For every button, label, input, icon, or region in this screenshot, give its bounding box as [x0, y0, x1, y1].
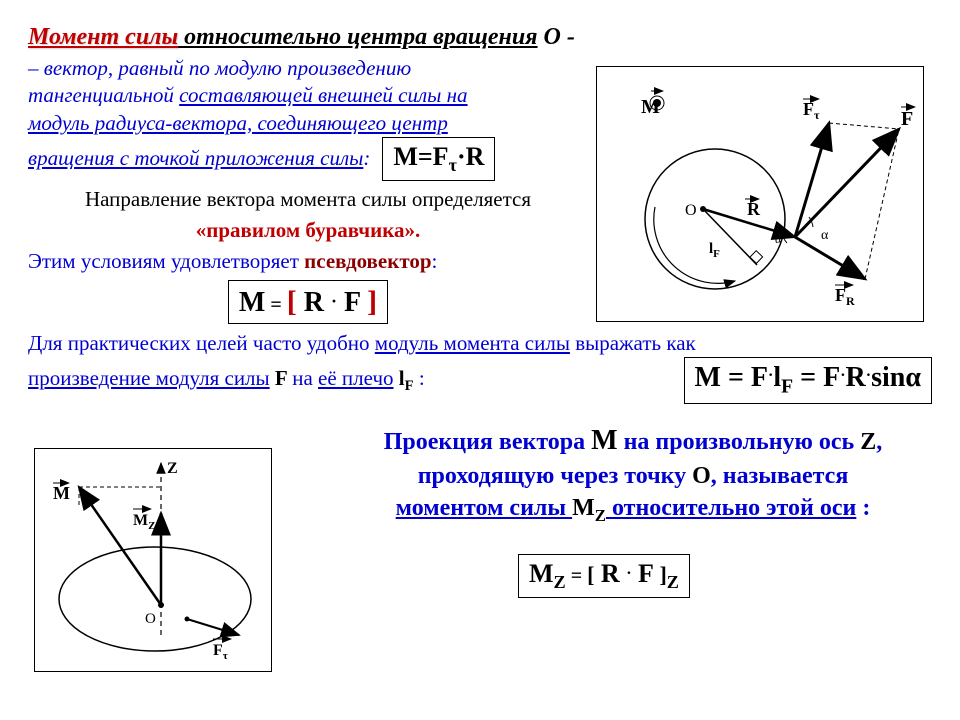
prac-u3: её плечо: [318, 366, 393, 390]
svg-text:F: F: [901, 108, 913, 130]
proj-mz: MZ: [572, 495, 606, 521]
practical-line1: Для практических целей часто удобно моду…: [28, 330, 932, 357]
formula-m-flf: M = F·lF = F·R·sinα: [684, 357, 932, 404]
proj-line2: проходящую через точку О, называется: [308, 460, 958, 492]
pseudo-line: Этим условиям удовлетворяет псевдовектор…: [28, 249, 598, 274]
prac-u1: модуль момента силы: [375, 331, 570, 355]
proj-z: Z: [860, 429, 876, 455]
prac-u2: произведение модуля силы: [28, 366, 270, 390]
def-line4: вращения с точкой приложения силы:: [28, 145, 370, 172]
diagram-left-svg: Z M MZ O Fτ: [35, 449, 271, 671]
proj-t4: проходящую через точку: [418, 463, 692, 489]
def-line3: модуль радиуса-вектора, соединяющего цен…: [28, 110, 578, 137]
direction-line1: Направление вектора момента силы определ…: [28, 187, 588, 212]
svg-text:Fτ: Fτ: [803, 99, 820, 122]
def-l2a: тангенциальной: [28, 83, 179, 107]
diagram-moment-right: M Fτ F O R lF α α FR: [596, 66, 924, 322]
proj-mzsub: Z: [595, 506, 606, 525]
prac-p3: на: [292, 366, 318, 390]
def-l2b: составляющей внешней силы на: [179, 83, 467, 107]
svg-text:Z: Z: [167, 460, 178, 477]
formula-mz: MZ = [ R · F ]Z: [518, 554, 690, 598]
page-title: Момент силы относительно центра вращения…: [28, 24, 932, 51]
svg-text:α: α: [821, 228, 829, 243]
proj-t3: ,: [876, 429, 882, 455]
prac-p4: :: [414, 366, 425, 390]
direction-rule: «правилом буравчика».: [28, 218, 588, 243]
prac-f: F: [270, 366, 293, 390]
svg-text:O: O: [685, 202, 697, 219]
svg-text:M: M: [641, 96, 660, 118]
title-red: Момент силы: [28, 24, 178, 50]
svg-text:R: R: [747, 199, 761, 219]
svg-text:O: O: [145, 611, 156, 627]
svg-text:α: α: [775, 232, 782, 246]
pseudo-prefix: Этим условиям удовлетворяет: [28, 249, 304, 273]
diagram-right-svg: M Fτ F O R lF α α FR: [597, 67, 923, 321]
title-black: относительно центра вращения: [178, 24, 537, 50]
prac-p2: выражать как: [570, 331, 696, 355]
proj-t5: , называется: [711, 463, 849, 489]
proj-t6: :: [856, 495, 870, 521]
proj-line3: моментом силы MZ относительно этой оси :: [308, 492, 958, 527]
pseudo-suffix: :: [432, 249, 438, 273]
def-colon: :: [363, 146, 370, 170]
svg-text:MZ: MZ: [133, 512, 155, 532]
def-l4u: вращения с точкой приложения силы: [28, 146, 363, 170]
proj-o: О: [692, 463, 711, 489]
title-suffix: О -: [538, 24, 575, 50]
svg-text:M: M: [53, 483, 70, 503]
diagram-projection-left: Z M MZ O Fτ: [34, 448, 272, 672]
prac-l: lF: [394, 366, 414, 390]
svg-text:lF: lF: [709, 241, 720, 260]
def-line2: тангенциальной составляющей внешней силы…: [28, 82, 578, 109]
prac-p1: Для практических целей часто удобно: [28, 331, 375, 355]
proj-u2: относительно этой оси: [606, 495, 856, 521]
svg-text:FR: FR: [835, 285, 855, 308]
proj-t2: на произвольную ось: [618, 429, 861, 455]
def-line1: – вектор, равный по модулю произведению: [28, 55, 578, 82]
prac-lsub: F: [405, 378, 414, 394]
formula-cross-product: M = [ R · F ]: [228, 280, 388, 324]
proj-m: M: [591, 425, 617, 456]
proj-t1: Проекция вектора: [384, 429, 591, 455]
proj-u1: моментом силы: [396, 495, 572, 521]
proj-line1: Проекция вектора M на произвольную ось Z…: [308, 422, 958, 460]
pseudo-word: псевдовектор: [304, 249, 431, 273]
practical-line2: произведение модуля силы F на её плечо l…: [28, 365, 425, 396]
formula-m-ftau-r: M=Fτ·R: [382, 137, 495, 181]
svg-text:Fτ: Fτ: [213, 642, 228, 662]
